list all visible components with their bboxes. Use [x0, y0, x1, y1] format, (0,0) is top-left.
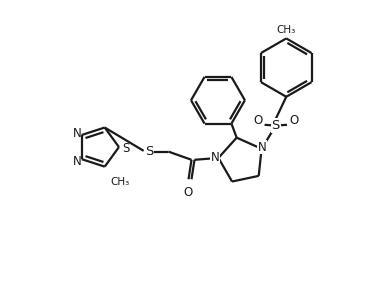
Text: S: S [272, 119, 280, 132]
Text: N: N [211, 151, 220, 164]
Text: N: N [73, 127, 82, 140]
Text: S: S [145, 145, 153, 158]
Text: O: O [183, 186, 193, 199]
Text: O: O [289, 114, 298, 127]
Text: N: N [73, 155, 82, 168]
Text: N: N [258, 141, 267, 154]
Text: CH₃: CH₃ [277, 25, 296, 35]
Text: CH₃: CH₃ [110, 177, 129, 187]
Text: S: S [122, 142, 129, 155]
Text: O: O [253, 114, 262, 127]
